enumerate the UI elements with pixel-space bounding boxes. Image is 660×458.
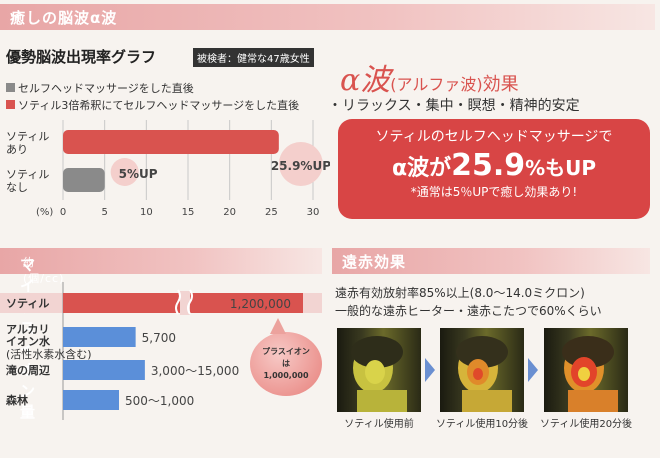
x-axis-unit: (%) — [36, 207, 53, 218]
subject-tag: 被検者：健常な47歳女性 — [193, 48, 314, 67]
alpha-effect-title-alpha: α波 — [340, 63, 391, 98]
ion-bar-3 — [63, 390, 119, 410]
x-tick-label: 30 — [307, 207, 320, 218]
caption-10min: ソティル使用10分後 — [435, 419, 529, 430]
axis-break-mark-right — [187, 289, 193, 315]
arrow-icon-1 — [425, 358, 435, 382]
ion-value-label-1: 5,700 — [142, 331, 176, 345]
thermogram-10min-face — [456, 336, 512, 412]
legend-item-red: ソティル3倍希釈にてセルフヘッドマッサージをした直後 — [6, 97, 299, 113]
x-tick-label: 5 — [101, 207, 107, 218]
ion-category-label-3: 森林 — [6, 393, 28, 407]
ion-section-header: マイナスイオン量約(個/cc) — [0, 248, 322, 421]
ion-section-unit: 約(個/cc) — [23, 256, 65, 285]
chart1-title: 優勢脳波出現率グラフ — [6, 48, 157, 66]
alpha-effect-title-suffix: 効果 — [482, 74, 519, 95]
category-label-0: ソティル — [6, 130, 49, 143]
ion-value-label-0: 1,200,000 — [230, 297, 291, 311]
x-tick-label: 20 — [223, 207, 236, 218]
ion-category-sub-1: (活性水素水含む) — [6, 347, 92, 361]
thermogram-20min — [544, 328, 628, 412]
alpha-box-note: *通常は5％UPで癒し効果あり! — [410, 185, 578, 199]
thermogram-before-face — [351, 336, 407, 412]
ion-category-label-0: ソティル — [6, 297, 49, 310]
plus-ion-bubble: プラスイオン は 1,000,000 — [250, 332, 322, 396]
value-label-1: 5%UP — [119, 167, 158, 181]
ion-category-label-2: 滝の周辺 — [6, 363, 50, 377]
bar-0 — [63, 130, 279, 154]
ion-bar-2 — [63, 360, 145, 380]
thermogram-10min — [440, 328, 524, 412]
axis-break-gap — [180, 291, 190, 315]
alpha-box-number: 25.9 — [451, 148, 526, 183]
plus-ion-line2: は — [282, 359, 290, 368]
plus-ion-line3: 1,000,000 — [263, 371, 309, 380]
bar-1 — [63, 168, 105, 192]
legend-label-red: ソティル3倍希釈にてセルフヘッドマッサージをした直後 — [18, 99, 300, 112]
x-tick-label: 15 — [182, 207, 195, 218]
alpha-section-header: 癒しの脳波α波 — [0, 4, 655, 30]
category-label-1: なし — [6, 181, 28, 194]
ion-category-label-1: アルカリ — [6, 323, 50, 336]
arrow-icon-2 — [528, 358, 538, 382]
caption-before: ソティル使用前 — [344, 419, 414, 430]
ion-value-label-3: 500〜1,000 — [125, 394, 194, 408]
x-tick-label: 25 — [265, 207, 278, 218]
plus-ion-pointer — [270, 318, 286, 334]
value-bubble-1 — [110, 158, 139, 186]
alpha-box-pct: %もUP — [525, 156, 597, 180]
legend-swatch-gray — [6, 83, 15, 92]
far-ir-section-title: 遠赤効果 — [342, 253, 407, 271]
category-label-0: あり — [6, 143, 28, 156]
alpha-effect-title-paren: (アルファ波) — [390, 75, 483, 94]
legend-label-gray: セルフヘッドマッサージをした直後 — [18, 82, 194, 95]
alpha-box-line1: ソティルのセルフヘッドマッサージで — [375, 129, 613, 145]
value-label-0: 25.9%UP — [271, 159, 330, 173]
far-ir-line2: 一般的な遠赤ヒーター・遠赤こたつで60%くらい — [335, 304, 602, 318]
thermogram-before — [337, 328, 421, 412]
ion-category-label-1: イオン水 — [6, 334, 51, 348]
legend-item-gray: セルフヘッドマッサージをした直後 — [6, 80, 194, 96]
value-bubble-0 — [278, 142, 323, 186]
far-ir-line1: 遠赤有効放射率85%以上(8.0〜14.0ミクロン) — [335, 286, 585, 300]
thermogram-20min-face — [562, 336, 618, 412]
alpha-section-title: 癒しの脳波α波 — [10, 9, 118, 27]
alpha-effect-title: α波(アルファ波)効果 — [340, 55, 519, 99]
far-ir-section-header: 遠赤効果 — [332, 248, 650, 274]
axis-break-mark-left — [175, 289, 181, 315]
caption-20min: ソティル使用20分後 — [539, 419, 633, 430]
alpha-benefits: ・リラックス・集中・瞑想・精神的安定 — [328, 98, 580, 114]
category-label-1: ソティル — [6, 168, 49, 181]
alpha-box-main: α波が25.9%もUP — [338, 148, 650, 183]
alpha-box-alpha: α波が — [391, 156, 452, 181]
x-tick-label: 0 — [60, 207, 66, 218]
plus-ion-line1: プラスイオン — [262, 347, 310, 356]
legend-swatch-red — [6, 100, 15, 109]
x-tick-label: 10 — [140, 207, 153, 218]
alpha-highlight-box: ソティルのセルフヘッドマッサージで α波が25.9%もUP *通常は5％UPで癒… — [338, 119, 650, 219]
ion-bar-1 — [63, 327, 136, 347]
ion-value-label-2: 3,000〜15,000 — [151, 364, 239, 378]
